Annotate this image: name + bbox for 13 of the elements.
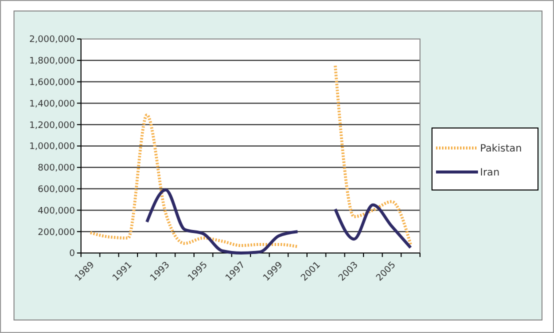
y-tick-label: 1,200,000 (29, 120, 76, 131)
y-tick-label: 0 (69, 249, 76, 260)
y-tick-label: 400,000 (38, 206, 76, 216)
y-tick-label: 1,600,000 (29, 78, 76, 88)
y-tick-label: 200,000 (38, 228, 76, 238)
y-tick-label: 800,000 (38, 164, 76, 174)
legend-label: Pakistan (480, 144, 522, 154)
y-tick-label: 1,400,000 (29, 99, 76, 110)
y-tick-label: 600,000 (38, 184, 76, 195)
y-tick-label: 1,800,000 (29, 56, 76, 67)
y-tick-label: 2,000,000 (29, 35, 76, 46)
y-tick-label: 1,000,000 (29, 142, 76, 152)
legend-label: Iran (480, 168, 500, 178)
